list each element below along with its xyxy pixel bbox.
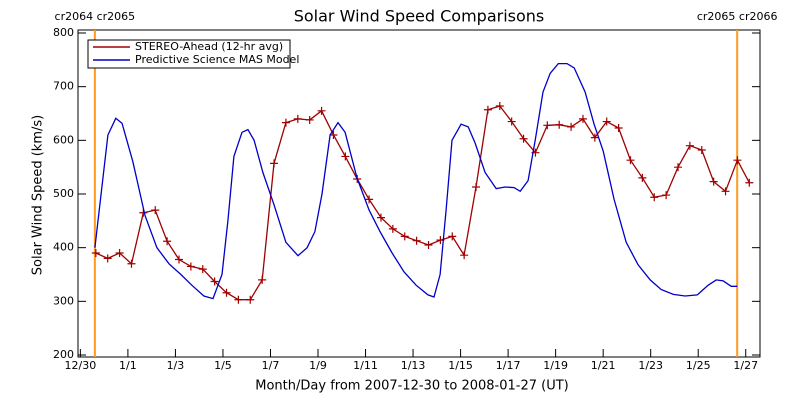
legend-label: STEREO-Ahead (12-hr avg): [135, 40, 283, 53]
data-point: [198, 265, 207, 274]
data-point: [519, 134, 528, 143]
x-tick-label: 1/1: [119, 359, 137, 372]
data-point: [341, 152, 350, 161]
x-tick-label: 1/5: [214, 359, 232, 372]
y-axis-label: Solar Wind Speed (km/s): [31, 115, 46, 275]
data-point: [555, 120, 564, 129]
data-point: [186, 262, 195, 271]
data-point: [721, 187, 730, 196]
x-tick-label: 1/7: [262, 359, 280, 372]
data-point: [91, 249, 100, 258]
data-point: [602, 117, 611, 126]
y-tick-label: 500: [53, 187, 74, 200]
data-point: [638, 173, 647, 182]
data-point: [507, 117, 516, 126]
x-tick-label: 1/13: [401, 359, 426, 372]
x-tick-label: 1/3: [167, 359, 185, 372]
data-point: [163, 237, 172, 246]
data-point: [650, 193, 659, 202]
data-point: [614, 123, 623, 132]
x-tick-label: 1/25: [686, 359, 711, 372]
data-point: [685, 141, 694, 150]
data-point: [472, 183, 481, 192]
data-point: [305, 115, 314, 124]
legend-box: [87, 39, 291, 69]
y-tick-label: 200: [53, 348, 74, 361]
data-point: [400, 232, 409, 241]
data-point: [103, 254, 112, 263]
data-point: [709, 177, 718, 186]
x-tick-label: 1/15: [448, 359, 473, 372]
data-point: [210, 277, 219, 286]
data-point: [174, 255, 183, 264]
data-point: [151, 206, 160, 215]
y-tick-label: 400: [53, 241, 74, 254]
data-point: [412, 236, 421, 245]
chart-title: Solar Wind Speed Comparisons: [294, 7, 545, 26]
data-point: [365, 195, 374, 204]
data-point: [483, 105, 492, 114]
x-tick-label: 1/21: [591, 359, 616, 372]
y-tick-label: 300: [53, 294, 74, 307]
series-line: [95, 105, 750, 301]
data-point: [745, 178, 754, 187]
data-point: [460, 251, 469, 260]
data-point: [115, 249, 124, 258]
data-point: [674, 163, 683, 172]
x-tick-label: 1/11: [353, 359, 378, 372]
x-axis-label: Month/Day from 2007-12-30 to 2008-01-27 …: [255, 379, 568, 394]
data-point: [258, 275, 267, 284]
y-tick-label: 800: [53, 26, 74, 39]
data-point: [495, 101, 504, 110]
x-tick-label: 1/27: [733, 359, 758, 372]
data-point: [293, 114, 302, 123]
annotation-label: cr2064 cr2065: [55, 10, 136, 23]
legend-label: Predictive Science MAS Model: [135, 53, 299, 66]
data-point: [448, 232, 457, 241]
annotation-label: cr2065 cr2066: [697, 10, 778, 23]
series-line: [94, 62, 738, 300]
data-point: [567, 122, 576, 131]
data-point: [246, 295, 255, 304]
x-tick-label: 1/23: [638, 359, 663, 372]
data-point: [127, 259, 136, 268]
data-point: [222, 288, 231, 297]
data-point: [590, 133, 599, 142]
data-point: [270, 159, 279, 168]
x-tick-label: 1/17: [496, 359, 521, 372]
y-tick-label: 600: [53, 133, 74, 146]
data-point: [626, 156, 635, 165]
data-point: [234, 295, 243, 304]
data-point: [543, 121, 552, 130]
data-point: [697, 145, 706, 154]
y-tick-label: 700: [53, 80, 74, 93]
data-point: [376, 213, 385, 222]
data-point: [388, 224, 397, 233]
data-point: [424, 240, 433, 249]
data-point: [662, 191, 671, 200]
x-tick-label: 12/30: [65, 359, 97, 372]
x-tick-label: 1/19: [543, 359, 568, 372]
x-tick-label: 1/9: [309, 359, 327, 372]
data-point: [578, 114, 587, 123]
data-point: [733, 156, 742, 165]
data-point: [317, 106, 326, 115]
data-point: [281, 118, 290, 127]
